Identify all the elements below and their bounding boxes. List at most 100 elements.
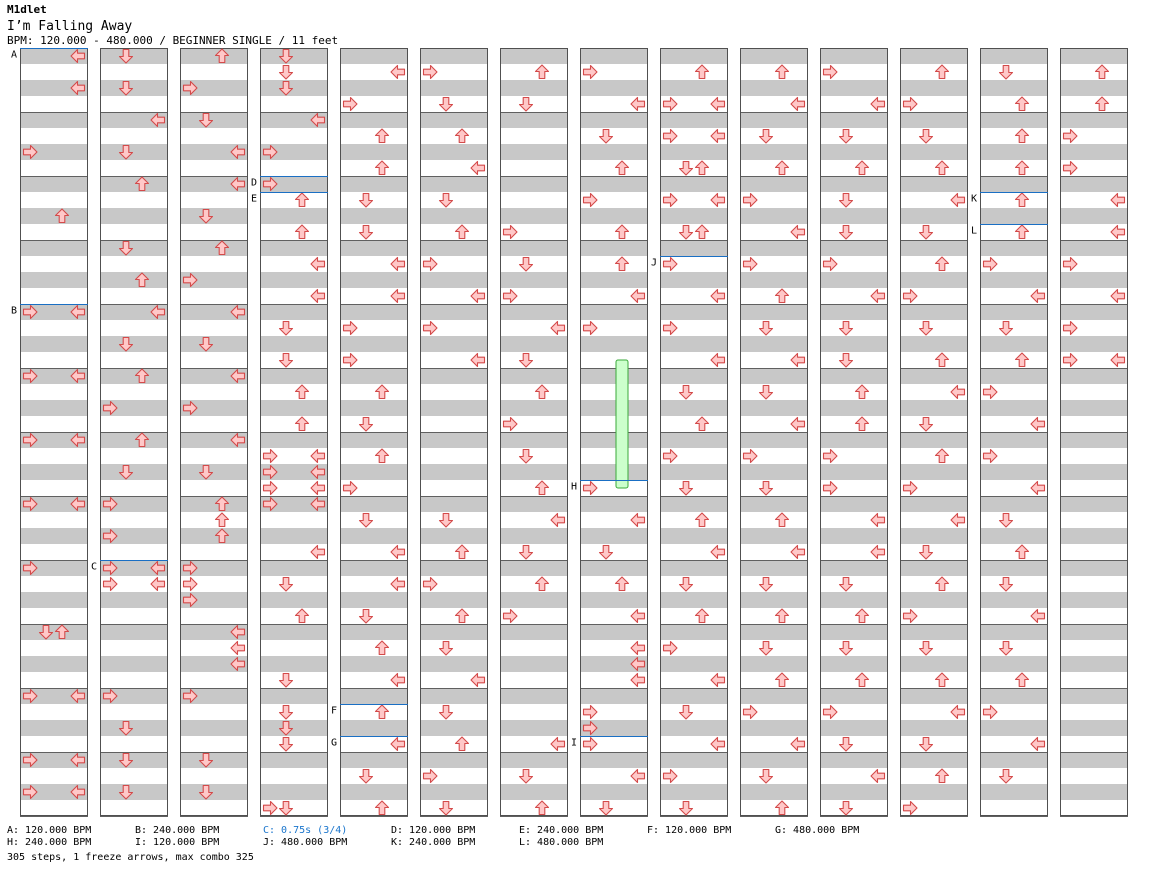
step-arrow-left	[22, 432, 38, 448]
step-arrow-down	[678, 576, 694, 592]
step-arrow-right	[790, 224, 806, 240]
beat-stripe	[420, 720, 488, 736]
step-arrow-left	[182, 576, 198, 592]
beat-stripe	[740, 240, 808, 256]
beat-stripe	[340, 592, 408, 608]
step-arrow-left	[22, 144, 38, 160]
step-arrow-down	[678, 480, 694, 496]
beat-stripe	[740, 48, 808, 64]
beat-stripe	[980, 528, 1048, 544]
step-arrow-left	[902, 800, 918, 816]
bpm-marker-label: B	[11, 306, 17, 317]
step-arrow-right	[870, 288, 886, 304]
step-arrow-right	[70, 432, 86, 448]
beat-stripe	[420, 656, 488, 672]
step-arrow-up	[854, 608, 870, 624]
beat-stripe	[660, 464, 728, 480]
step-arrow-right	[1110, 192, 1126, 208]
step-arrow-left	[1062, 256, 1078, 272]
step-arrow-down	[118, 464, 134, 480]
step-arrow-up	[1014, 672, 1030, 688]
beat-stripe	[340, 656, 408, 672]
beat-stripe	[980, 80, 1048, 96]
beat-stripe	[820, 368, 888, 384]
chart-column	[740, 48, 808, 817]
beat-stripe	[100, 368, 168, 384]
step-arrow-right	[70, 784, 86, 800]
beat-stripe	[100, 176, 168, 192]
beat-stripe	[1060, 272, 1128, 288]
step-arrow-down	[758, 480, 774, 496]
beat-stripe	[500, 432, 568, 448]
beat-stripe	[900, 496, 968, 512]
beat-stripe	[500, 144, 568, 160]
step-arrow-down	[358, 608, 374, 624]
beat-stripe	[580, 112, 648, 128]
beat-stripe	[260, 688, 328, 704]
beat-stripe	[100, 80, 168, 96]
bpm-marker-label: K	[971, 194, 977, 205]
beat-stripe	[260, 720, 328, 736]
beat-stripe	[340, 240, 408, 256]
beat-stripe	[20, 688, 88, 704]
chart-column	[180, 48, 248, 817]
step-arrow-left	[182, 592, 198, 608]
beat-stripe	[100, 112, 168, 128]
step-arrow-down	[998, 64, 1014, 80]
beat-stripe	[260, 112, 328, 128]
beat-stripe	[580, 400, 648, 416]
beat-stripe	[820, 528, 888, 544]
bpm-marker-label: F	[331, 706, 337, 717]
step-arrow-left	[182, 400, 198, 416]
beat-stripe	[420, 208, 488, 224]
beat-stripe	[180, 528, 248, 544]
beat-stripe	[100, 432, 168, 448]
bpm-marker-label: H	[571, 482, 577, 493]
step-arrow-right	[790, 736, 806, 752]
step-arrow-up	[294, 224, 310, 240]
beat-stripe	[260, 592, 328, 608]
step-arrow-right	[1030, 416, 1046, 432]
step-arrow-up	[214, 240, 230, 256]
beat-stripe	[100, 208, 168, 224]
beat-stripe	[660, 368, 728, 384]
step-arrow-left	[22, 304, 38, 320]
step-arrow-right	[710, 96, 726, 112]
bpm-marker-label: L	[971, 226, 977, 237]
beat-stripe	[740, 464, 808, 480]
beat-stripe	[740, 112, 808, 128]
beat-stripe	[740, 496, 808, 512]
step-arrow-left	[582, 736, 598, 752]
step-arrow-right	[310, 496, 326, 512]
beat-stripe	[20, 592, 88, 608]
beat-stripe	[980, 656, 1048, 672]
bpm-marker-label: E	[251, 194, 257, 205]
beat-stripe	[980, 240, 1048, 256]
beat-stripe	[740, 560, 808, 576]
beat-stripe	[660, 496, 728, 512]
beat-stripe	[740, 80, 808, 96]
beat-stripe	[820, 592, 888, 608]
step-arrow-down	[278, 672, 294, 688]
step-arrow-left	[902, 608, 918, 624]
step-arrow-right	[630, 96, 646, 112]
step-arrow-left	[582, 320, 598, 336]
legend-entry: A: 120.000 BPM	[7, 825, 92, 836]
beat-stripe	[580, 624, 648, 640]
step-arrow-down	[118, 240, 134, 256]
beat-stripe	[900, 464, 968, 480]
step-arrow-right	[150, 304, 166, 320]
beat-stripe	[100, 592, 168, 608]
beat-stripe	[580, 688, 648, 704]
step-arrow-down	[278, 64, 294, 80]
step-arrow-left	[22, 784, 38, 800]
beat-stripe	[820, 656, 888, 672]
chart-column	[260, 48, 328, 817]
step-arrow-up	[614, 576, 630, 592]
beat-stripe	[660, 176, 728, 192]
legend-entry: D: 120.000 BPM	[391, 825, 476, 836]
step-arrow-left	[262, 464, 278, 480]
step-arrow-up	[134, 272, 150, 288]
beat-stripe	[20, 112, 88, 128]
step-arrow-left	[182, 560, 198, 576]
